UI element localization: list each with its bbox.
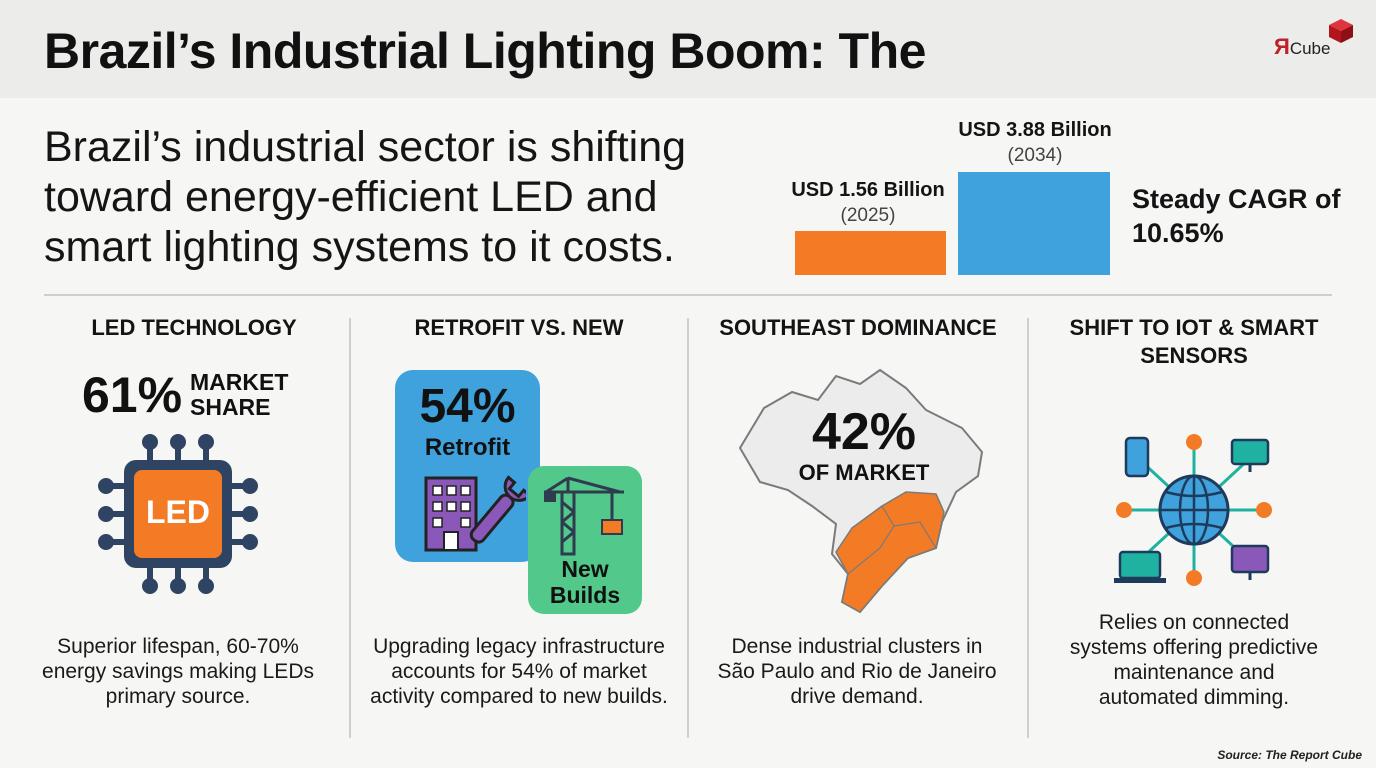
led-chip-icon [98,434,258,594]
header-band: Brazil’s Industrial Lighting Boom: The Я… [0,0,1376,98]
iot-network-icon [1114,434,1272,586]
southeast-stat-label: OF MARKET [798,460,930,485]
crane-icon [544,476,624,556]
brazil-map-icon [738,368,984,614]
led-technology-description: Superior lifespan, 60-70% energy savings… [42,635,314,708]
retrofit-title: RETROFIT VS. NEW [414,315,624,340]
iot-title: SHIFT TO IOT & SMART SENSORS [1069,315,1319,368]
cagr-annotation: Steady CAGR of 10.65% [1132,184,1341,248]
led-stat-label: MARKET SHARE [190,369,289,420]
page-title: Brazil’s Industrial Lighting Boom: The [44,23,926,79]
column-divider [349,318,351,738]
retrofit-description: Upgrading legacy infrastructure accounts… [370,635,668,708]
bar-2034 [958,172,1110,275]
bar-label-2025: USD 1.56 Billion [791,179,945,201]
bar-2025 [795,231,946,275]
led-chip-label: LED [146,494,210,530]
brand-logo: ЯCube [1270,19,1362,62]
southeast-stat: 42% [811,403,917,461]
iot-description: Relies on connected systems offering pre… [1069,611,1319,709]
logo-letter: Я [1274,34,1290,59]
retrofit-label: Retrofit [424,434,511,461]
bar-year-2025: (2025) [840,205,896,226]
source-note: Source: The Report Cube [1217,748,1362,762]
column-divider [687,318,689,738]
led-stat: 61% [82,367,183,423]
southeast-description: Dense industrial clusters in São Paulo a… [717,635,997,708]
new-builds-label: New Builds [549,556,621,608]
retrofit-stat: 54% [419,380,516,433]
building-wrench-icon [424,475,526,552]
bar-label-2034: USD 3.88 Billion [958,119,1112,141]
led-technology-title: LED TECHNOLOGY [91,315,297,340]
southeast-title: SOUTHEAST DOMINANCE [719,315,997,340]
column-divider [1027,318,1029,738]
cube-icon [1329,19,1353,43]
bar-year-2034: (2034) [1007,145,1063,166]
intro-text: Brazil’s industrial sector is shifting t… [44,123,687,271]
logo-text: Cube [1289,39,1331,58]
section-divider [44,294,1332,296]
